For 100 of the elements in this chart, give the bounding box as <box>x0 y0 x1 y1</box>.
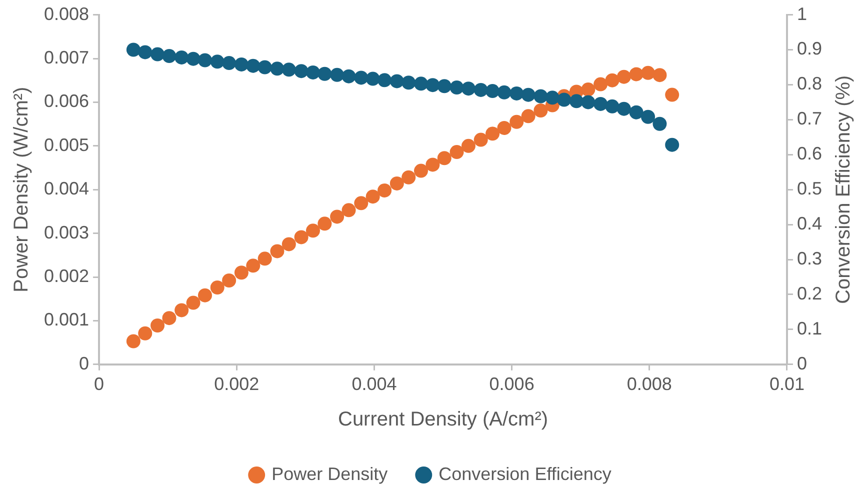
point <box>186 52 200 66</box>
x-tick-label: 0.006 <box>489 374 534 394</box>
point <box>282 237 296 252</box>
point <box>594 77 608 92</box>
y-tick-label: 0.002 <box>44 266 90 286</box>
point <box>557 92 572 107</box>
point <box>138 326 152 340</box>
point <box>198 53 212 68</box>
point <box>174 303 189 318</box>
point <box>545 90 560 105</box>
y2-tick-label: 0.4 <box>796 214 822 234</box>
y2-axis-title: Conversion Efficiency (%) <box>832 75 855 304</box>
y-tick-label: 0.003 <box>44 222 90 242</box>
x-axis-title: Current Density (A/cm²) <box>338 408 548 431</box>
point <box>162 49 176 64</box>
y-tick-label: 0.006 <box>44 91 90 112</box>
y-tick-label: 0.007 <box>44 47 90 68</box>
point <box>258 252 272 266</box>
y-tick-label: 0.004 <box>44 178 90 199</box>
point <box>450 145 464 160</box>
y2-tick-label: 0.2 <box>796 283 822 304</box>
y2-tick-label: 0.3 <box>796 248 822 268</box>
point <box>126 334 140 348</box>
x-tick-label: 0.008 <box>626 374 672 394</box>
point <box>426 78 440 92</box>
point <box>366 72 380 86</box>
point <box>258 60 272 74</box>
y-tick-label: 0.001 <box>44 310 90 330</box>
point <box>629 67 644 82</box>
point <box>174 50 189 64</box>
point <box>510 114 524 129</box>
point <box>390 176 404 190</box>
y2-tick-label: 0.7 <box>796 108 822 129</box>
point <box>246 58 260 73</box>
point <box>616 70 631 84</box>
point <box>366 190 380 204</box>
point <box>378 183 392 198</box>
point <box>162 311 176 326</box>
point <box>665 88 680 102</box>
point <box>437 151 452 166</box>
point <box>652 116 667 131</box>
point <box>581 95 596 110</box>
point <box>294 230 308 244</box>
y-tick-label: 0.008 <box>44 4 90 24</box>
point <box>497 120 512 135</box>
x-tick-label: 0 <box>94 374 104 394</box>
point <box>378 73 392 88</box>
point <box>342 69 356 84</box>
point <box>450 80 464 95</box>
point <box>461 138 476 153</box>
point <box>521 88 536 102</box>
x-tick-label: 0.004 <box>352 374 397 394</box>
y2-tick-label: 1 <box>796 4 807 24</box>
x-tick-label: 0.01 <box>769 374 804 394</box>
y-axis-title: Power Density (W/cm²) <box>10 86 33 292</box>
point <box>354 196 368 210</box>
point <box>294 64 308 78</box>
point <box>210 54 224 69</box>
point <box>486 126 500 141</box>
point <box>414 164 428 178</box>
point <box>665 138 680 152</box>
y2-tick-label: 0.1 <box>796 318 822 338</box>
point <box>270 62 284 76</box>
point <box>306 224 320 238</box>
point <box>318 216 332 231</box>
point <box>616 102 631 116</box>
point <box>138 45 152 60</box>
point <box>474 82 488 97</box>
point <box>390 74 404 88</box>
legend-label: Conversion Efficiency <box>438 464 612 484</box>
point <box>426 158 440 172</box>
point <box>641 66 656 80</box>
point <box>605 99 620 114</box>
point <box>150 318 165 333</box>
point <box>437 79 452 94</box>
point <box>330 68 344 82</box>
point <box>534 104 548 118</box>
point <box>270 244 284 258</box>
point <box>318 66 332 81</box>
point <box>198 288 212 302</box>
x-tick-label: 0.002 <box>214 374 260 394</box>
point <box>246 258 260 273</box>
point <box>581 82 596 97</box>
point <box>402 76 416 90</box>
y2-tick-label: 0 <box>796 353 807 374</box>
point <box>497 85 512 100</box>
point <box>150 47 165 62</box>
point <box>402 170 416 184</box>
point <box>652 68 667 82</box>
point <box>306 65 320 80</box>
point <box>474 132 488 147</box>
point <box>534 89 548 104</box>
point <box>282 62 296 77</box>
y-tick-label: 0.005 <box>44 134 90 155</box>
y2-tick-label: 0.8 <box>796 74 822 94</box>
point <box>186 296 200 310</box>
point <box>342 203 356 218</box>
y-tick-label: 0 <box>79 353 90 374</box>
point <box>486 84 500 98</box>
point <box>605 73 620 88</box>
